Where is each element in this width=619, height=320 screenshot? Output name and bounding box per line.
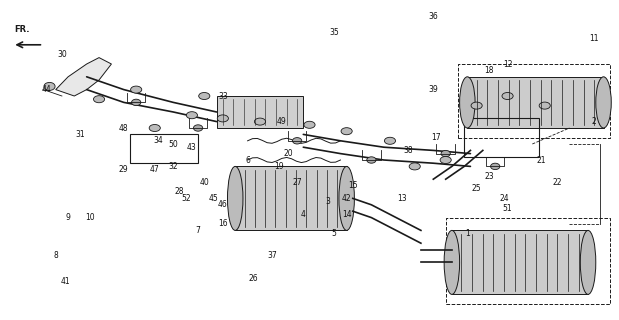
Text: 42: 42 bbox=[342, 194, 352, 203]
Text: 39: 39 bbox=[428, 85, 438, 94]
Ellipse shape bbox=[217, 115, 228, 122]
Bar bbox=[464, 118, 539, 157]
Bar bbox=[130, 134, 198, 163]
Text: 19: 19 bbox=[274, 162, 284, 171]
Text: 22: 22 bbox=[552, 178, 562, 187]
Ellipse shape bbox=[444, 230, 459, 294]
Bar bbox=[467, 77, 604, 128]
Text: 30: 30 bbox=[57, 50, 67, 59]
Text: 20: 20 bbox=[283, 149, 293, 158]
Ellipse shape bbox=[131, 99, 141, 106]
Text: 12: 12 bbox=[503, 60, 513, 68]
Ellipse shape bbox=[339, 166, 354, 230]
Text: 34: 34 bbox=[153, 136, 163, 145]
Text: FR.: FR. bbox=[14, 25, 30, 34]
Ellipse shape bbox=[440, 156, 451, 164]
Ellipse shape bbox=[304, 121, 315, 128]
Text: 11: 11 bbox=[589, 34, 599, 43]
Ellipse shape bbox=[384, 137, 396, 144]
Text: 40: 40 bbox=[199, 178, 209, 187]
Ellipse shape bbox=[292, 138, 301, 144]
Text: 33: 33 bbox=[218, 92, 228, 100]
Ellipse shape bbox=[366, 157, 376, 163]
Text: 14: 14 bbox=[342, 210, 352, 219]
Text: 21: 21 bbox=[537, 156, 547, 164]
Text: 4: 4 bbox=[301, 210, 306, 219]
Ellipse shape bbox=[227, 166, 243, 230]
Text: 18: 18 bbox=[484, 66, 494, 75]
Text: 27: 27 bbox=[292, 178, 302, 187]
Text: 7: 7 bbox=[196, 226, 201, 235]
Bar bbox=[452, 230, 588, 294]
Text: 8: 8 bbox=[53, 252, 58, 260]
Text: 51: 51 bbox=[503, 204, 513, 212]
Text: 48: 48 bbox=[119, 124, 129, 132]
Text: 6: 6 bbox=[245, 156, 250, 164]
Ellipse shape bbox=[471, 102, 482, 109]
Ellipse shape bbox=[595, 77, 611, 128]
Text: 44: 44 bbox=[41, 85, 51, 94]
Ellipse shape bbox=[131, 86, 142, 93]
Polygon shape bbox=[56, 58, 111, 96]
Ellipse shape bbox=[580, 230, 595, 294]
Text: 41: 41 bbox=[60, 277, 70, 286]
Text: 52: 52 bbox=[181, 194, 191, 203]
Ellipse shape bbox=[254, 118, 266, 125]
Text: 37: 37 bbox=[267, 252, 277, 260]
Text: 9: 9 bbox=[66, 213, 71, 222]
Ellipse shape bbox=[409, 163, 420, 170]
Text: 28: 28 bbox=[175, 188, 184, 196]
Text: 31: 31 bbox=[76, 130, 85, 139]
Text: 13: 13 bbox=[397, 194, 407, 203]
Ellipse shape bbox=[341, 128, 352, 135]
Text: 35: 35 bbox=[329, 28, 339, 36]
Text: 25: 25 bbox=[472, 184, 482, 193]
Text: 16: 16 bbox=[218, 220, 228, 228]
Bar bbox=[217, 96, 303, 128]
Text: 3: 3 bbox=[326, 197, 331, 206]
Text: 46: 46 bbox=[218, 200, 228, 209]
Text: 1: 1 bbox=[465, 229, 470, 238]
Text: 50: 50 bbox=[168, 140, 178, 148]
Text: 15: 15 bbox=[348, 181, 358, 190]
Text: 45: 45 bbox=[209, 194, 219, 203]
Ellipse shape bbox=[93, 96, 105, 103]
Ellipse shape bbox=[459, 77, 475, 128]
Text: 49: 49 bbox=[277, 117, 287, 126]
Text: 26: 26 bbox=[249, 274, 259, 283]
Text: 24: 24 bbox=[500, 194, 509, 203]
Ellipse shape bbox=[193, 125, 202, 131]
Text: 2: 2 bbox=[592, 117, 597, 126]
Ellipse shape bbox=[441, 150, 450, 157]
Text: 47: 47 bbox=[150, 165, 160, 174]
Text: 5: 5 bbox=[332, 229, 337, 238]
Ellipse shape bbox=[199, 92, 210, 100]
Text: 17: 17 bbox=[431, 133, 441, 142]
Text: 29: 29 bbox=[119, 165, 129, 174]
Text: 23: 23 bbox=[484, 172, 494, 180]
Ellipse shape bbox=[186, 112, 197, 119]
Ellipse shape bbox=[44, 83, 55, 91]
Text: 32: 32 bbox=[168, 162, 178, 171]
Ellipse shape bbox=[490, 163, 500, 170]
Text: 36: 36 bbox=[428, 12, 438, 20]
Text: 43: 43 bbox=[187, 143, 197, 152]
Ellipse shape bbox=[539, 102, 550, 109]
Text: 10: 10 bbox=[85, 213, 95, 222]
Bar bbox=[235, 166, 347, 230]
Ellipse shape bbox=[149, 124, 160, 132]
Ellipse shape bbox=[502, 92, 513, 100]
Text: 38: 38 bbox=[404, 146, 413, 155]
